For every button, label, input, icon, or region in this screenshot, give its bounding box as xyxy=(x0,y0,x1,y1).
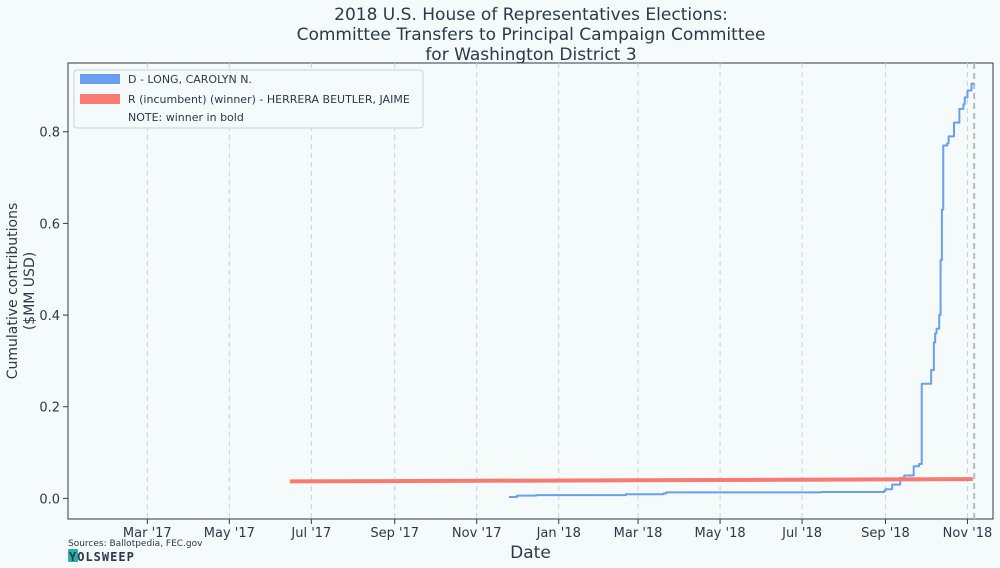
x-tick-label: Nov '17 xyxy=(452,526,502,541)
legend-note: NOTE: winner in bold xyxy=(128,111,244,124)
y-axis: 0.0 0.2 0.4 0.6 0.8 xyxy=(39,126,68,507)
y-axis-title-line: Cumulative contributions xyxy=(5,203,21,380)
y-tick-label: 0.0 xyxy=(39,492,60,507)
grid-lines xyxy=(146,63,976,519)
legend: D - LONG, CAROLYN N. R (incumbent) (winne… xyxy=(73,69,424,129)
chart-title: 2018 U.S. House of Representatives Elect… xyxy=(297,5,766,65)
x-tick-label: Sep '17 xyxy=(370,526,419,541)
x-tick-label: Nov '18 xyxy=(943,526,993,541)
series-lines xyxy=(289,82,975,499)
x-tick-label: Jan '18 xyxy=(536,526,581,541)
y-tick-label: 0.2 xyxy=(39,401,60,416)
x-axis: Mar '17 May '17 Jul '17 Sep '17 Nov '17 Jan '… xyxy=(123,519,992,541)
x-tick-label: Jul '17 xyxy=(290,526,331,541)
chart-title-line: 2018 U.S. House of Representatives Elect… xyxy=(334,5,728,25)
plot-area xyxy=(67,62,994,520)
x-tick-label: Sep '18 xyxy=(861,526,910,541)
y-axis-title: Cumulative contributions ($MM USD) xyxy=(5,203,38,380)
x-tick-label: Mar '18 xyxy=(614,526,663,541)
x-tick-label: Jul '18 xyxy=(781,526,822,541)
x-tick-label: May '18 xyxy=(695,526,746,541)
brand-text: YOLSWEEP xyxy=(69,550,135,564)
legend-box xyxy=(73,69,424,129)
series-line xyxy=(289,477,973,484)
legend-swatch xyxy=(80,74,120,84)
legend-entry: R (incumbent) (winner) - HERRERA BEUTLER… xyxy=(128,93,410,106)
y-tick-label: 0.8 xyxy=(39,126,60,141)
brand-logo: YOLSWEEP xyxy=(68,549,135,564)
series-line xyxy=(508,82,975,499)
legend-entry: D - LONG, CAROLYN N. xyxy=(128,73,252,86)
chart-title-line: Committee Transfers to Principal Campaig… xyxy=(297,25,766,45)
y-tick-label: 0.6 xyxy=(39,217,60,232)
sources-note: Sources: Ballotpedia, FEC.gov xyxy=(68,539,203,549)
x-axis-title: Date xyxy=(510,543,551,563)
y-axis-title-line: ($MM USD) xyxy=(22,252,38,330)
legend-swatch xyxy=(80,94,120,104)
x-tick-label: May '17 xyxy=(204,526,255,541)
y-tick-label: 0.4 xyxy=(39,309,60,324)
chart-title-line: for Washington District 3 xyxy=(425,45,636,65)
x-tick-label: Mar '17 xyxy=(123,526,172,541)
